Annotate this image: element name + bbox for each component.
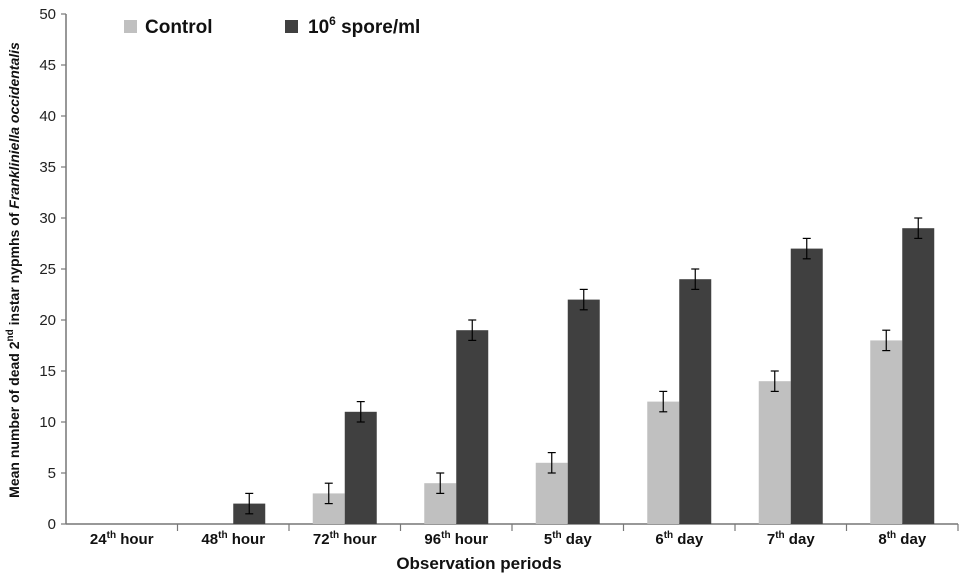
y-axis-ticks: 0 5 10 15 20 25 30 35 40 45 50 [39, 6, 66, 533]
error-bars [245, 217, 923, 515]
bars [233, 228, 935, 524]
x-category-label: 48th hour [201, 530, 265, 548]
bar-control [758, 381, 791, 524]
error-bar [659, 390, 668, 413]
y-tick-label: 5 [48, 465, 56, 482]
error-bar [770, 370, 779, 392]
y-tick-label: 50 [39, 6, 56, 23]
bar-control [870, 340, 903, 524]
error-bar [245, 492, 254, 515]
error-bar [468, 319, 477, 341]
x-category-label: 7th day [767, 530, 815, 548]
y-tick-label: 35 [39, 159, 56, 176]
x-category-label: 6th day [655, 530, 703, 548]
y-tick-label: 40 [39, 108, 56, 125]
bar-spore [679, 279, 712, 524]
y-tick-label: 45 [39, 57, 56, 74]
x-axis-title: Observation periods [396, 554, 561, 573]
error-bar [547, 452, 556, 474]
x-category-label: 5th day [544, 530, 592, 548]
bar-spore [456, 330, 489, 524]
legend-label-control: Control [145, 17, 213, 38]
y-axis-title-sup: nd [5, 329, 16, 341]
legend-label-spore: 106 spore/ml [308, 14, 420, 38]
error-bar [802, 237, 811, 260]
y-axis-title-middle: instar nypmhs of [6, 209, 22, 330]
bar-control [647, 401, 680, 524]
y-axis-title-italic: Frankliniella occidentalis [6, 42, 22, 209]
bar-spore [790, 248, 823, 524]
error-bar [691, 268, 700, 290]
y-tick-label: 20 [39, 312, 56, 329]
error-bar [436, 472, 445, 494]
bar-spore [902, 228, 935, 524]
y-tick-label: 15 [39, 363, 56, 380]
x-category-label: 72th hour [313, 530, 377, 548]
error-bar [914, 217, 923, 239]
y-tick-label: 30 [39, 210, 56, 227]
x-axis-categories: 24th hour 48th hour 72th hour 96th hour 5th … [90, 524, 959, 548]
legend-swatch-spore [285, 20, 298, 33]
legend: Control 106 spore/ml [124, 14, 420, 38]
y-tick-label: 25 [39, 261, 56, 278]
y-tick-label: 0 [48, 516, 56, 533]
x-category-label: 8th day [878, 530, 926, 548]
y-axis-title: Mean number of dead 2nd instar nypmhs of… [5, 42, 22, 498]
bar-spore [344, 411, 377, 524]
error-bar [356, 401, 365, 423]
y-tick-label: 10 [39, 414, 56, 431]
error-bar [324, 482, 333, 505]
legend-swatch-control [124, 20, 137, 33]
error-bar [882, 329, 891, 352]
x-category-label: 96th hour [424, 530, 488, 548]
error-bar [579, 288, 588, 311]
bar-spore [567, 299, 600, 524]
x-category-label: 24th hour [90, 530, 154, 548]
y-axis-title-prefix: Mean number of dead 2 [6, 341, 22, 498]
